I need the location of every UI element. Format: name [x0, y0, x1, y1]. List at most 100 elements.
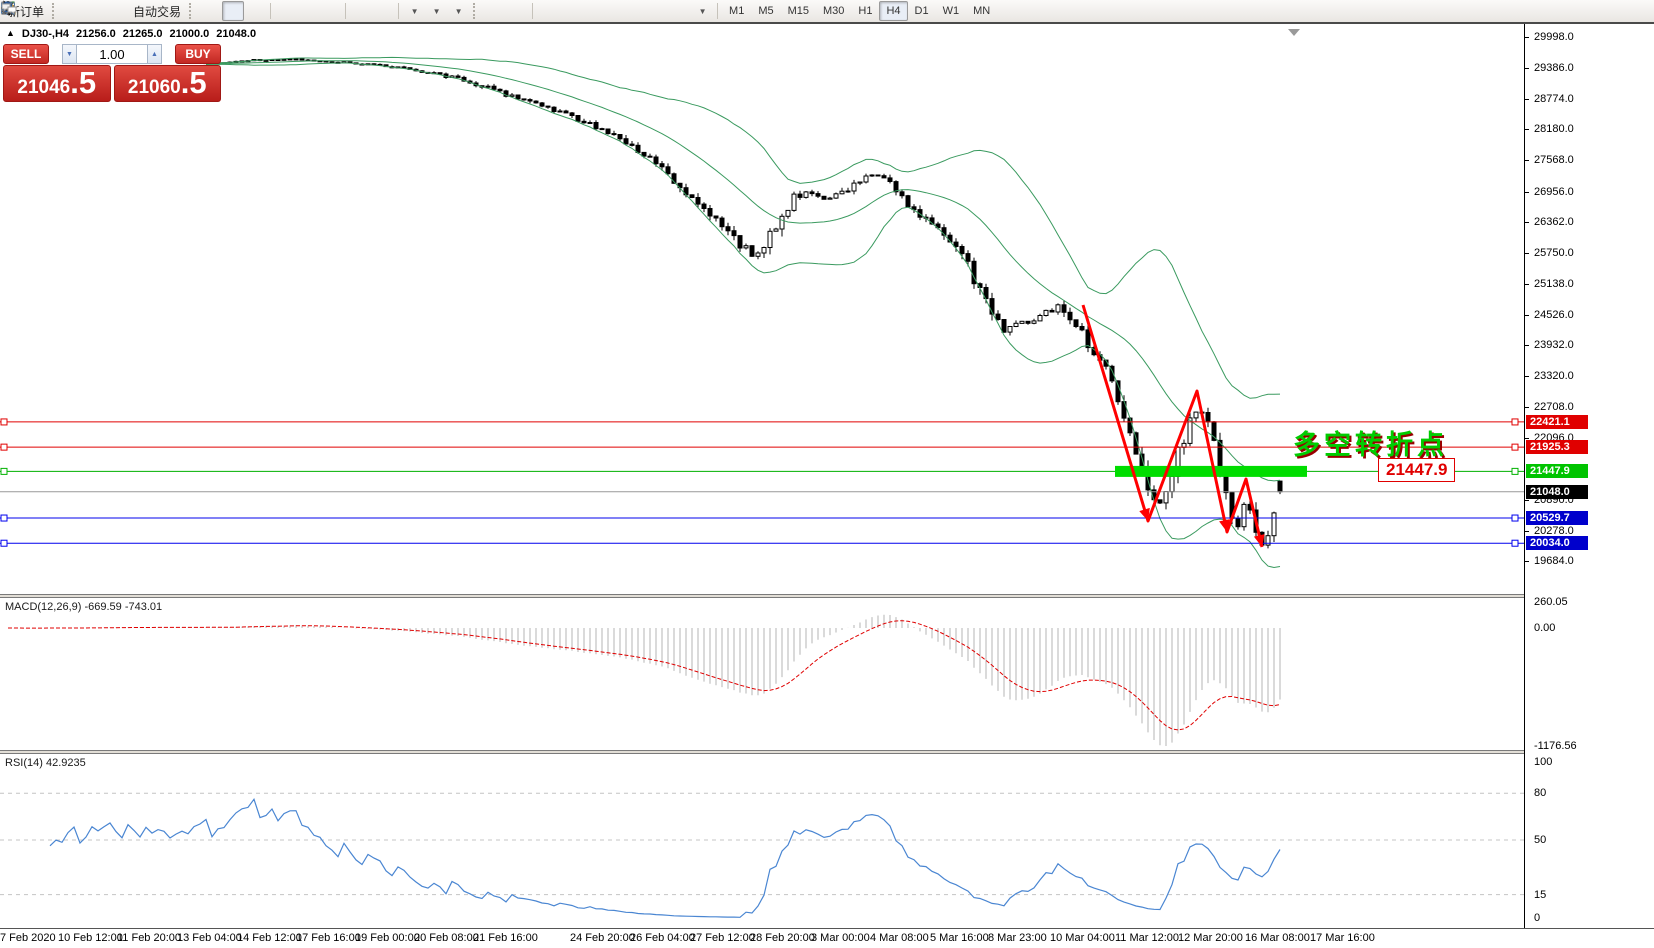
price-tick-label: 28180.0	[1534, 123, 1574, 135]
new-order-button[interactable]: 新订单	[4, 1, 48, 21]
macd-pane[interactable]: MACD(12,26,9) -669.59 -743.01	[0, 598, 1524, 750]
time-axis-label: 7 Feb 2020	[0, 932, 56, 944]
time-axis-label: 10 Feb 12:00	[58, 932, 123, 944]
volume-decrease-button[interactable]: ▼	[62, 44, 77, 64]
main-chart-pane[interactable]: ▲ DJ30-,H4 21256.0 21265.0 21000.0 21048…	[0, 24, 1524, 594]
gold-badge-button[interactable]	[1, 1, 85, 21]
timeframe-button-M15[interactable]: M15	[787, 5, 809, 17]
tile-windows-button[interactable]	[1, 1, 341, 21]
collapse-marker-icon[interactable]: ▲	[6, 28, 15, 38]
timeframe-button-M30[interactable]: M30	[823, 5, 845, 17]
price-level-label: 21048.0	[1526, 485, 1588, 499]
toolbar-grip	[52, 3, 59, 19]
rsi-pane[interactable]: RSI(14) 42.9235	[0, 754, 1524, 928]
time-axis-label: 17 Mar 16:00	[1310, 932, 1375, 944]
ohlc-open: 21256.0	[76, 28, 116, 40]
rsi-axis-label: 50	[1534, 834, 1547, 846]
time-axis-label: 17 Feb 16:00	[296, 932, 361, 944]
channel-button[interactable]: E	[1, 1, 625, 21]
timeframe-button-MN[interactable]: MN	[973, 5, 991, 17]
time-axis-label: 11 Feb 20:00	[117, 932, 182, 944]
time-axis-label: 16 Mar 08:00	[1245, 932, 1310, 944]
vertical-line-button[interactable]	[7, 1, 559, 21]
toolbar: 新订单 自动交易 ▼ ▼ ▼ E F A T ▼	[0, 0, 1654, 24]
macd-chart	[8, 614, 1281, 746]
timeframe-button-D1[interactable]: D1	[914, 5, 929, 17]
volume-increase-button[interactable]: ▲	[147, 44, 162, 64]
trendline-button[interactable]	[2, 1, 603, 21]
timeframe-button-M5[interactable]: M5	[758, 5, 774, 17]
macd-axis-label: 0.00	[1534, 622, 1556, 634]
timeframe-button-M1[interactable]: M1	[729, 5, 745, 17]
time-axis-label: 21 Feb 16:00	[473, 932, 538, 944]
price-tick-label: 24526.0	[1534, 309, 1574, 321]
axis-tick-mark	[1525, 192, 1529, 193]
shapes-button[interactable]: ▼	[1, 1, 713, 21]
price-tick-label: 29998.0	[1534, 31, 1574, 43]
sell-price-main: 21046	[17, 77, 71, 98]
candlestick-mode-button[interactable]	[1, 1, 245, 21]
text-button[interactable]: A	[4, 1, 669, 21]
auto-trading-label: 自动交易	[133, 4, 182, 19]
sell-price-button[interactable]: 21046.5	[3, 65, 111, 102]
toolbar-grip	[473, 3, 480, 19]
rsi-axis-label: 80	[1534, 787, 1547, 799]
text-label-button[interactable]: T	[1, 1, 691, 21]
price-tick-label: 28774.0	[1534, 93, 1574, 105]
bar-chart-mode-button[interactable]	[1, 1, 222, 21]
line-chart-mode-button[interactable]	[1, 1, 266, 21]
toolbar-separator	[398, 3, 400, 19]
chart-shift-button[interactable]	[1, 1, 394, 21]
price-level-label: 20529.7	[1526, 511, 1588, 525]
auto-trading-button[interactable]: 自动交易	[1, 1, 185, 21]
periods-button[interactable]: ▼	[1, 1, 447, 21]
toolbar-separator	[345, 3, 347, 19]
scroll-to-end-icon[interactable]	[1288, 29, 1300, 36]
ohlc-high: 21265.0	[122, 28, 163, 40]
pane-separator[interactable]	[0, 594, 1654, 598]
crosshair-button[interactable]	[1, 1, 528, 21]
axis-tick-mark	[1525, 407, 1529, 408]
price-tick-label: 25750.0	[1534, 247, 1574, 259]
cursor-button[interactable]	[3, 0, 506, 21]
time-axis[interactable]: 7 Feb 2020 10 Feb 12:00 11 Feb 20:00 13 Feb…	[0, 928, 1654, 948]
buy-price-button[interactable]: 21060.5	[113, 65, 221, 102]
new-order-label: 新订单	[8, 4, 45, 19]
search-button[interactable]	[1, 1, 1628, 21]
axis-tick-mark	[1525, 345, 1529, 346]
time-axis-label: 5 Mar 16:00	[930, 932, 989, 944]
auto-scroll-button[interactable]	[1, 1, 372, 21]
dropdown-arrow: ▼	[432, 6, 441, 16]
timeframe-button-H1[interactable]: H1	[858, 5, 873, 17]
time-axis-label: 10 Mar 04:00	[1050, 932, 1115, 944]
time-axis-label: 3 Mar 00:00	[811, 932, 870, 944]
price-tick-label: 25138.0	[1534, 278, 1574, 290]
ohlc-low: 21000.0	[169, 28, 210, 40]
price-tick-label: 26956.0	[1534, 186, 1574, 198]
rsi-axis-label: 100	[1534, 756, 1553, 768]
zoom-in-button[interactable]	[1, 1, 297, 21]
time-axis-label: 12 Mar 20:00	[1178, 932, 1243, 944]
pane-separator[interactable]	[0, 750, 1654, 754]
horizontal-line-button[interactable]	[2, 1, 581, 21]
price-axis[interactable]: 29998.0 29386.0 28774.0 28180.0 27568.0 26956…	[1524, 24, 1654, 928]
sell-button[interactable]: SELL	[3, 44, 49, 64]
chat-button[interactable]	[1, 1, 1650, 21]
symbol-period-label: DJ30-,H4	[21, 28, 69, 40]
volume-input[interactable]: 1.00	[77, 44, 147, 64]
price-tick-label: 27568.0	[1534, 154, 1574, 166]
fibonacci-button[interactable]: F	[2, 1, 647, 21]
buy-button[interactable]: BUY	[175, 44, 221, 64]
time-axis-label: 14 Feb 12:00	[237, 932, 302, 944]
price-tick-label: 22708.0	[1534, 401, 1574, 413]
timeframe-button-W1[interactable]: W1	[942, 5, 960, 17]
indicators-button[interactable]: ▼	[1, 1, 425, 21]
axis-tick-mark	[1525, 160, 1529, 161]
user-profile-button[interactable]	[1, 1, 107, 21]
timeframe-button-H4[interactable]: H4	[879, 1, 908, 21]
time-axis-label: 24 Feb 20:00	[570, 932, 635, 944]
templates-button[interactable]: ▼	[1, 1, 469, 21]
zoom-out-button[interactable]	[1, 1, 319, 21]
price-level-label: 22421.1	[1526, 415, 1588, 429]
broadcast-button[interactable]	[1, 1, 129, 21]
